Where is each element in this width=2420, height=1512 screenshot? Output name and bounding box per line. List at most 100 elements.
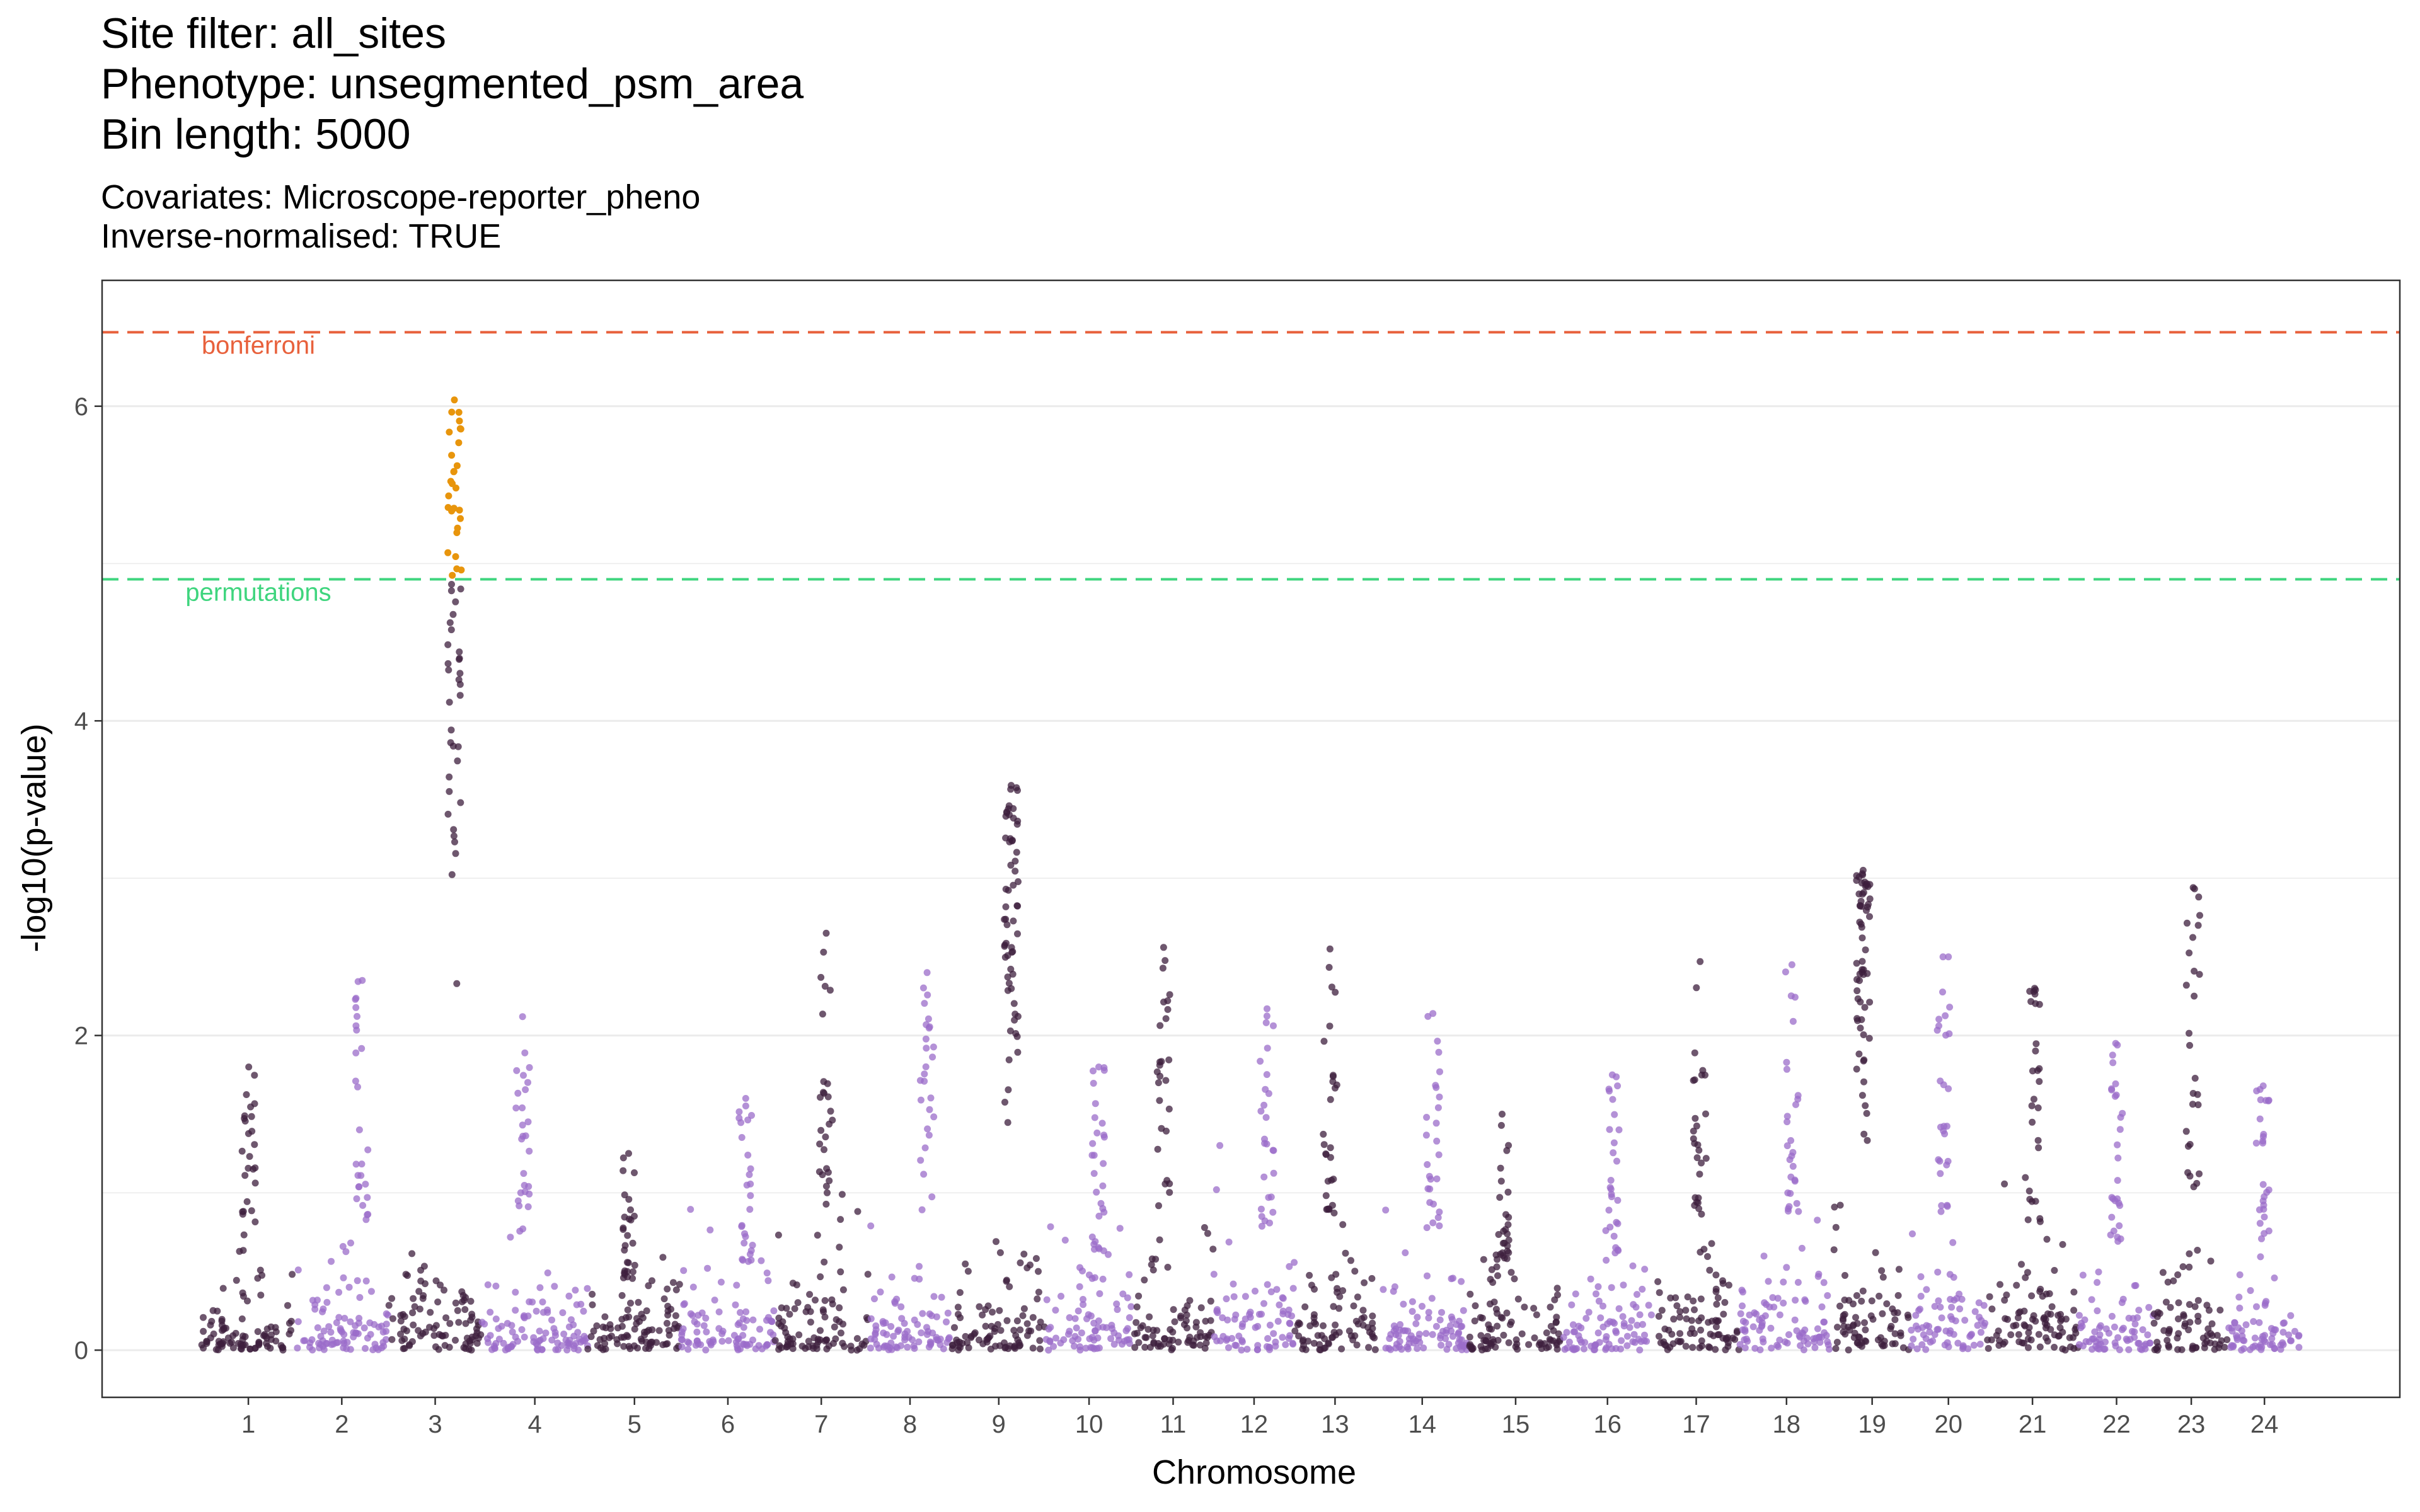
data-point (1320, 1038, 1328, 1045)
data-point (692, 1341, 700, 1349)
data-point (1770, 1303, 1778, 1311)
data-point (596, 1336, 604, 1343)
data-point (279, 1344, 286, 1351)
data-point (1365, 1344, 1373, 1351)
data-point (352, 1004, 360, 1011)
data-point (1697, 1326, 1704, 1334)
data-point (251, 1164, 259, 1172)
data-point (1225, 1344, 1232, 1351)
data-point (1783, 1058, 1790, 1066)
data-point (2238, 1332, 2246, 1340)
data-point (2271, 1274, 2278, 1281)
data-point (1386, 1335, 1393, 1343)
data-point (2024, 1269, 2031, 1276)
data-point (1015, 878, 1022, 885)
data-point (741, 1230, 748, 1237)
data-point (422, 1328, 429, 1336)
data-point (364, 1194, 371, 1201)
data-point (916, 1077, 924, 1084)
data-point (1001, 1339, 1008, 1346)
data-point (560, 1331, 568, 1337)
data-point (1260, 1173, 1268, 1181)
data-point (1035, 1268, 1042, 1275)
data-point (468, 1336, 476, 1344)
data-point (749, 1242, 756, 1249)
data-point (892, 1343, 900, 1351)
data-point (1592, 1341, 1599, 1348)
data-point (358, 1045, 366, 1052)
data-point (1005, 802, 1013, 810)
data-point (388, 1295, 396, 1302)
x-tick-label-chr-24: 24 (2250, 1411, 2279, 1438)
data-point (251, 1179, 259, 1187)
data-point (1676, 1330, 1684, 1337)
data-point (767, 1329, 774, 1336)
data-point (1889, 1340, 1896, 1348)
data-point (1531, 1334, 1538, 1342)
data-point (2191, 968, 2198, 975)
data-point (243, 1091, 250, 1098)
data-point (1610, 1232, 1618, 1240)
data-point (922, 1063, 930, 1070)
data-point (2277, 1346, 2285, 1353)
data-point (1037, 1319, 1044, 1326)
data-point (2287, 1312, 2295, 1319)
data-point (816, 1140, 824, 1148)
data-point (599, 1346, 607, 1353)
data-point (2061, 1346, 2069, 1354)
data-point (1156, 1058, 1163, 1066)
data-point (996, 1249, 1004, 1256)
data-point (246, 1345, 254, 1353)
data-point (1620, 1322, 1628, 1330)
data-point (2213, 1332, 2221, 1339)
data-point (1324, 1177, 1332, 1185)
data-point (2249, 1343, 2257, 1351)
data-point (1231, 1341, 1239, 1349)
data-point (2186, 1029, 2192, 1037)
data-point (1285, 1306, 1293, 1314)
data-point (2025, 1324, 2033, 1331)
data-point (1008, 837, 1016, 845)
data-point (1264, 1005, 1270, 1012)
data-point (284, 1302, 291, 1309)
x-tick-label-chr-5: 5 (628, 1411, 642, 1438)
data-point (1090, 1080, 1097, 1087)
data-point (272, 1337, 280, 1345)
data-point (916, 1263, 923, 1270)
data-point (1262, 1019, 1270, 1026)
data-point (954, 1303, 962, 1311)
data-point (1202, 1317, 1209, 1325)
data-point (456, 692, 464, 699)
data-point (1161, 1180, 1169, 1188)
data-point (1853, 872, 1860, 879)
data-point (775, 1346, 783, 1353)
data-point (1938, 1314, 1945, 1322)
data-point (625, 1196, 633, 1203)
data-point (1698, 1314, 1705, 1322)
data-point (1124, 1294, 1131, 1302)
y-tick-label: 4 (74, 707, 88, 735)
data-point (2242, 1321, 2250, 1329)
data-point (512, 1288, 519, 1296)
data-point (1422, 1330, 1430, 1337)
data-point (2231, 1319, 2238, 1327)
data-point (2139, 1326, 2146, 1334)
data-point (1424, 1272, 1431, 1280)
data-point (2256, 1220, 2264, 1227)
data-point (1768, 1344, 1775, 1352)
data-point (1422, 1131, 1430, 1139)
data-point (1693, 1122, 1700, 1130)
data-point (1912, 1312, 1920, 1319)
data-point (1676, 1314, 1683, 1321)
data-point (2111, 1323, 2118, 1331)
data-point (1917, 1293, 1925, 1300)
data-point (1012, 1332, 1020, 1339)
data-point (1175, 1338, 1182, 1346)
data-point (645, 1282, 652, 1290)
data-point (1428, 1295, 1436, 1302)
data-point (1423, 1114, 1431, 1121)
data-point (1415, 1331, 1423, 1338)
x-tick-label-chr-2: 2 (335, 1411, 349, 1438)
data-point (255, 1341, 263, 1349)
data-point (1986, 1293, 1993, 1300)
